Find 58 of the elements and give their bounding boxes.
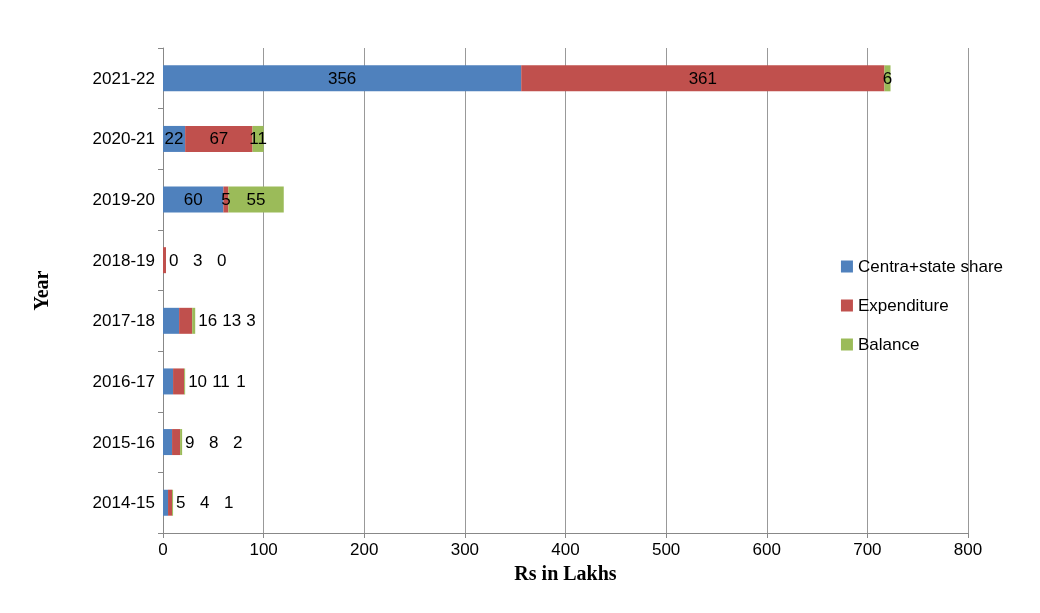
y-axis-title: Year	[30, 270, 52, 311]
data-label: 5	[176, 493, 186, 513]
x-tick-label: 0	[158, 540, 168, 559]
data-label: 11	[212, 371, 230, 391]
bar	[163, 247, 167, 274]
y-tick-label: 2014-15	[92, 493, 155, 513]
y-tick-label: 2019-20	[92, 190, 155, 210]
bar	[173, 368, 185, 395]
data-label: 13	[222, 311, 242, 331]
data-label: 361	[688, 68, 718, 88]
data-label: 22	[164, 129, 184, 149]
bar	[179, 307, 193, 334]
x-tick-label: 500	[651, 540, 681, 559]
data-label: 55	[246, 190, 266, 210]
data-label: 8	[209, 432, 219, 452]
y-tick-label: 2016-17	[92, 371, 155, 391]
data-label: 4	[200, 493, 210, 513]
x-tick-label: 400	[551, 540, 580, 559]
bar	[163, 368, 174, 395]
legend-label: Expenditure	[857, 296, 949, 315]
x-tick-label: 700	[853, 540, 882, 559]
legend-label: Centra+state share	[857, 257, 1004, 276]
y-tick-label: 2021-22	[92, 68, 155, 88]
x-tick-label: 300	[450, 540, 480, 559]
data-label: 2	[233, 432, 243, 452]
data-label: 9	[185, 432, 195, 452]
bar	[163, 186, 224, 213]
y-tick-label: 2020-21	[92, 129, 155, 149]
y-tick-label: 2017-18	[92, 311, 155, 331]
bar	[228, 186, 284, 213]
data-label: 3	[246, 311, 256, 331]
x-tick-label: 100	[249, 540, 278, 559]
bar	[163, 65, 522, 92]
bar	[163, 429, 173, 456]
bar	[521, 65, 885, 92]
y-tick-label: 2018-19	[92, 250, 155, 270]
bar	[180, 429, 183, 456]
data-label: 10	[188, 371, 208, 391]
legend-label: Balance	[857, 335, 920, 354]
x-tick-label: 600	[752, 540, 781, 559]
data-label: 1	[236, 371, 246, 391]
y-tick-label: 2015-16	[92, 432, 155, 452]
bar	[168, 489, 173, 516]
data-label: 16	[198, 311, 218, 331]
bar	[163, 489, 169, 516]
data-label: 67	[209, 129, 229, 149]
data-label: 60	[183, 190, 203, 210]
x-axis-title: Rs in Lakhs	[514, 562, 617, 584]
x-tick-label: 800	[953, 540, 983, 559]
bar	[172, 429, 181, 456]
data-label: 356	[327, 68, 357, 88]
x-tick-label: 200	[350, 540, 379, 559]
data-label: 0	[217, 250, 227, 270]
data-label: 0	[169, 250, 179, 270]
bar	[163, 307, 180, 334]
data-label: 1	[224, 493, 234, 513]
bar	[192, 307, 196, 334]
data-label: 3	[193, 250, 203, 270]
